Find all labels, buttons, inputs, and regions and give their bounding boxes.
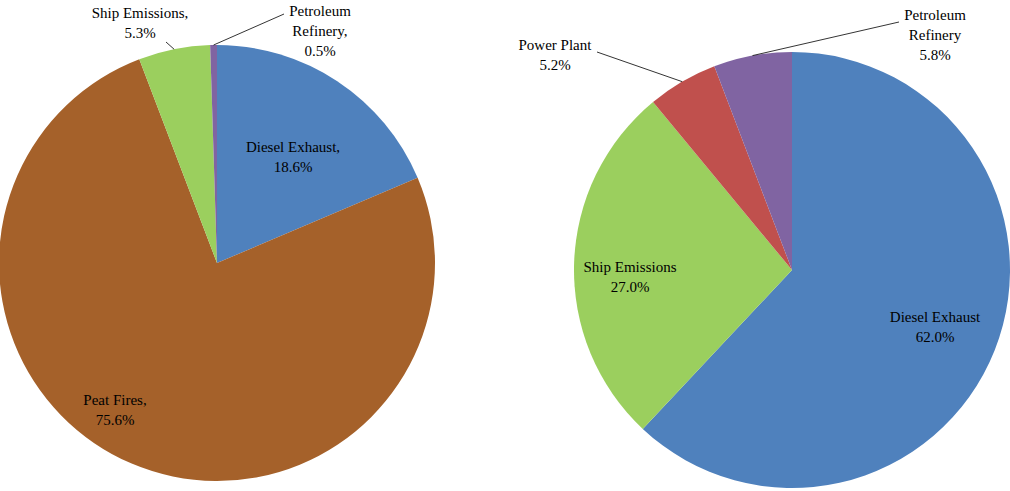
svg-text:Diesel Exhaust62.0%: Diesel Exhaust62.0% (890, 309, 981, 345)
svg-text:Ship Emissions,5.3%: Ship Emissions,5.3% (92, 5, 189, 41)
svg-text:Peat Fires,75.6%: Peat Fires,75.6% (83, 392, 146, 428)
svg-text:PetroleumRefinery5.8%: PetroleumRefinery5.8% (904, 7, 966, 63)
svg-text:Ship Emissions27.0%: Ship Emissions27.0% (584, 259, 677, 295)
svg-text:PetroleumRefinery,0.5%: PetroleumRefinery,0.5% (289, 3, 351, 59)
svg-text:Diesel Exhaust,18.6%: Diesel Exhaust,18.6% (246, 139, 340, 175)
svg-text:Power Plant5.2%: Power Plant5.2% (519, 37, 593, 73)
